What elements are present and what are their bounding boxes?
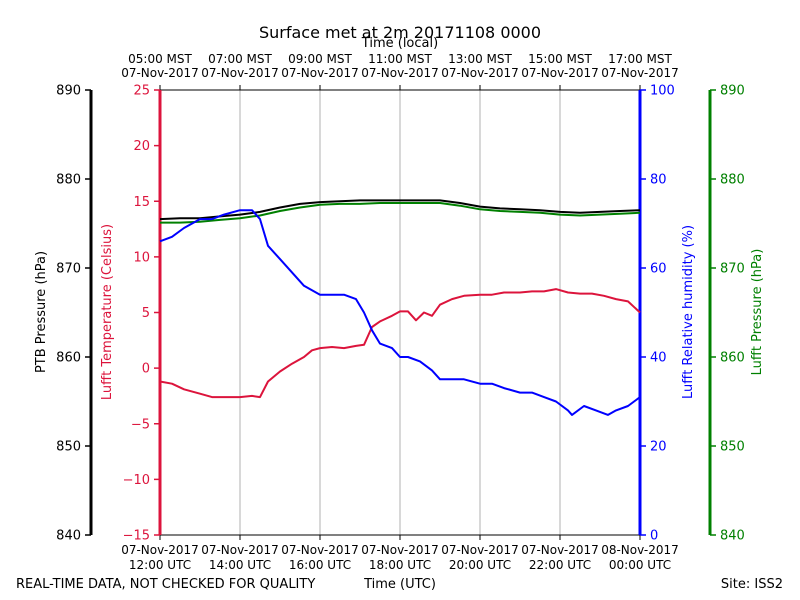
humidity-tick-label: 40	[650, 351, 667, 366]
footer-quality-note: REAL-TIME DATA, NOT CHECKED FOR QUALITY	[16, 577, 315, 592]
ptb-tick-label: 850	[56, 440, 81, 455]
lufft-relative-humidity-line	[159, 209, 641, 416]
temperature-tick-label: 0	[142, 362, 150, 377]
lufft-pressure-tick-label: 870	[720, 262, 745, 277]
bottom-tick-time: 00:00 UTC	[609, 558, 671, 572]
ptb-axis-label: PTB Pressure (hPa)	[34, 251, 49, 373]
bottom-tick-date: 07-Nov-2017	[281, 543, 359, 557]
top-axis-label: Time (local)	[361, 36, 438, 51]
top-tick-date: 07-Nov-2017	[441, 66, 519, 80]
bottom-tick-time: 12:00 UTC	[129, 558, 191, 572]
lufft-pressure-tick-label: 880	[720, 173, 745, 188]
bottom-tick-date: 07-Nov-2017	[441, 543, 519, 557]
humidity-tick-label: 60	[650, 262, 667, 277]
temperature-tick-label: −15	[123, 529, 150, 544]
bottom-tick-time: 18:00 UTC	[369, 558, 431, 572]
lufft-pressure-tick-label: 890	[720, 84, 745, 99]
top-tick-time: 11:00 MST	[368, 52, 432, 66]
plot-series	[159, 199, 641, 416]
top-tick-time: 09:00 MST	[288, 52, 352, 66]
humidity-axis-label: Lufft Relative humidity (%)	[681, 225, 696, 399]
top-tick-date: 07-Nov-2017	[521, 66, 599, 80]
temperature-tick-label: 5	[142, 306, 150, 321]
humidity-tick-label: 100	[650, 84, 675, 99]
top-tick-time: 15:00 MST	[528, 52, 592, 66]
lufft-pressure-tick-label: 850	[720, 440, 745, 455]
humidity-tick-label: 80	[650, 173, 667, 188]
ptb-tick-label: 880	[56, 173, 81, 188]
temperature-tick-label: −10	[123, 473, 150, 488]
temperature-tick-label: 25	[133, 84, 150, 99]
bottom-tick-date: 07-Nov-2017	[201, 543, 279, 557]
bottom-tick-time: 20:00 UTC	[449, 558, 511, 572]
top-tick-time: 05:00 MST	[128, 52, 192, 66]
bottom-tick-time: 22:00 UTC	[529, 558, 591, 572]
ptb-tick-label: 860	[56, 351, 81, 366]
site-label: Site: ISS2	[721, 577, 783, 592]
bottom-tick-date: 07-Nov-2017	[361, 543, 439, 557]
lufft-temperature-line	[159, 288, 641, 399]
temperature-tick-label: 15	[133, 195, 150, 210]
top-tick-date: 07-Nov-2017	[281, 66, 359, 80]
top-tick-date: 07-Nov-2017	[201, 66, 279, 80]
humidity-tick-label: 20	[650, 440, 667, 455]
bottom-tick-date: 07-Nov-2017	[121, 543, 199, 557]
ptb-pressure-line	[159, 199, 641, 221]
bottom-tick-date: 07-Nov-2017	[521, 543, 599, 557]
lufft-pressure-tick-label: 860	[720, 351, 745, 366]
top-tick-time: 07:00 MST	[208, 52, 272, 66]
top-tick-date: 07-Nov-2017	[601, 66, 679, 80]
temperature-axis-label: Lufft Temperature (Celsius)	[100, 224, 115, 400]
top-tick-date: 07-Nov-2017	[361, 66, 439, 80]
chart-title: Surface met at 2m 20171108 0000	[259, 23, 541, 42]
humidity-tick-label: 0	[650, 529, 658, 544]
bottom-tick-time: 16:00 UTC	[289, 558, 351, 572]
lufft-pressure-tick-label: 840	[720, 529, 745, 544]
temperature-tick-label: 20	[133, 139, 150, 154]
ptb-tick-label: 840	[56, 529, 81, 544]
ptb-tick-label: 890	[56, 84, 81, 99]
top-tick-time: 13:00 MST	[448, 52, 512, 66]
bottom-tick-date: 08-Nov-2017	[601, 543, 679, 557]
lufft-pressure-axis-label: Lufft Pressure (hPa)	[750, 249, 765, 376]
bottom-tick-time: 14:00 UTC	[209, 558, 271, 572]
temperature-tick-label: −5	[131, 417, 150, 432]
ptb-tick-label: 870	[56, 262, 81, 277]
top-tick-time: 17:00 MST	[608, 52, 672, 66]
lufft-pressure-line	[160, 202, 641, 224]
x-axis-label: Time (UTC)	[363, 577, 436, 592]
top-tick-date: 07-Nov-2017	[121, 66, 199, 80]
temperature-tick-label: 10	[133, 250, 150, 265]
